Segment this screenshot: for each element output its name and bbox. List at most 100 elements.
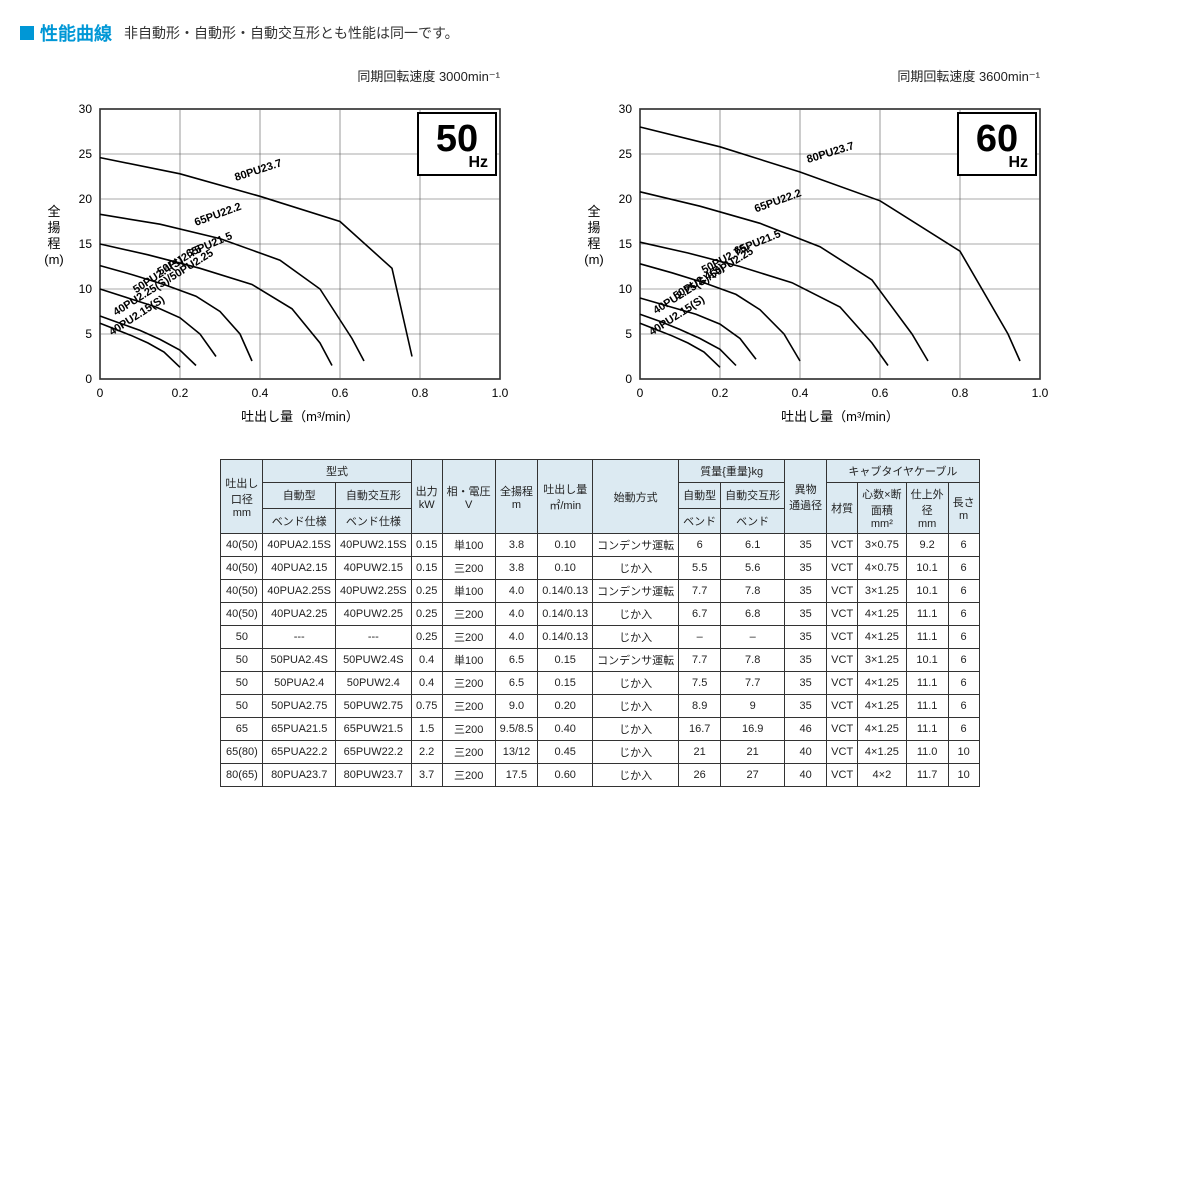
table-cell: 6 <box>679 534 721 557</box>
table-header-cell: ベンド仕様 <box>336 508 412 534</box>
table-cell: 単100 <box>442 580 495 603</box>
table-cell: 単100 <box>442 534 495 557</box>
table-cell: 65 <box>221 718 263 741</box>
table-cell: 4×1.25 <box>858 718 906 741</box>
table-cell: 0.15 <box>538 649 593 672</box>
table-cell: 三200 <box>442 557 495 580</box>
table-cell: コンデンサ運転 <box>593 649 679 672</box>
table-cell: 50 <box>221 626 263 649</box>
table-cell: VCT <box>827 580 858 603</box>
table-cell: 65PUA22.2 <box>263 741 336 764</box>
table-cell: 40(50) <box>221 557 263 580</box>
table-cell: じか入 <box>593 695 679 718</box>
svg-text:15: 15 <box>619 237 633 251</box>
svg-text:80PU23.7: 80PU23.7 <box>805 140 855 166</box>
table-cell: 0.4 <box>411 649 442 672</box>
svg-text:65PU22.2: 65PU22.2 <box>193 201 243 229</box>
table-cell: じか入 <box>593 626 679 649</box>
table-cell: 11.7 <box>906 764 948 787</box>
table-cell: 40PUW2.15 <box>336 557 412 580</box>
table-cell: 40PUW2.25 <box>336 603 412 626</box>
svg-text:5: 5 <box>85 327 92 341</box>
table-cell: 4.0 <box>495 626 538 649</box>
table-header-cell: 型式 <box>263 460 411 483</box>
chart-50hz-caption: 同期回転速度 3000min⁻¹ <box>357 66 500 85</box>
table-cell: 7.5 <box>679 672 721 695</box>
table-cell: VCT <box>827 718 858 741</box>
svg-text:Hz: Hz <box>468 154 488 171</box>
table-row: 40(50)40PUA2.1540PUW2.150.15三2003.80.10じ… <box>221 557 979 580</box>
svg-text:程: 程 <box>587 236 600 251</box>
table-header-cell: ベンド仕様 <box>263 508 336 534</box>
svg-text:0: 0 <box>97 386 104 400</box>
table-cell: 7.7 <box>679 649 721 672</box>
table-cell: 0.4 <box>411 672 442 695</box>
table-cell: 3.7 <box>411 764 442 787</box>
table-cell: コンデンサ運転 <box>593 534 679 557</box>
table-cell: 40PUA2.25S <box>263 580 336 603</box>
spec-table: 吐出し口径mm型式出力kW相・電圧V全揚程m吐出し量㎡/min始動方式質量{重量… <box>220 459 979 787</box>
svg-text:0.8: 0.8 <box>952 386 969 400</box>
table-cell: 0.75 <box>411 695 442 718</box>
svg-text:吐出し量（m³/min）: 吐出し量（m³/min） <box>781 409 899 424</box>
table-header-cell: 材質 <box>827 483 858 534</box>
table-cell: 0.25 <box>411 626 442 649</box>
table-cell: 50PUA2.75 <box>263 695 336 718</box>
svg-text:吐出し量（m³/min）: 吐出し量（m³/min） <box>241 409 359 424</box>
svg-text:0.6: 0.6 <box>872 386 889 400</box>
table-cell: 5.5 <box>679 557 721 580</box>
table-cell: 80PUA23.7 <box>263 764 336 787</box>
table-cell: 35 <box>785 672 827 695</box>
table-cell: 6.1 <box>721 534 785 557</box>
table-cell: 三200 <box>442 603 495 626</box>
table-header-cell: 自動型 <box>679 483 721 509</box>
table-cell: 3.8 <box>495 557 538 580</box>
table-cell: 7.7 <box>721 672 785 695</box>
table-cell: 3×1.25 <box>858 649 906 672</box>
table-cell: 11.1 <box>906 695 948 718</box>
table-cell: 4×1.25 <box>858 695 906 718</box>
table-cell: 0.25 <box>411 603 442 626</box>
table-cell: 50PUW2.75 <box>336 695 412 718</box>
svg-text:0.8: 0.8 <box>412 386 429 400</box>
table-cell: 11.1 <box>906 603 948 626</box>
svg-text:40PU2.25(S)/50PU2.25: 40PU2.25(S)/50PU2.25 <box>651 245 755 316</box>
table-cell: 50PUW2.4 <box>336 672 412 695</box>
table-cell: 6 <box>948 580 979 603</box>
table-cell: 40PUA2.15S <box>263 534 336 557</box>
svg-text:0: 0 <box>637 386 644 400</box>
table-cell: 16.7 <box>679 718 721 741</box>
svg-text:(m): (m) <box>44 252 64 267</box>
table-cell: 6.5 <box>495 672 538 695</box>
table-cell: 6 <box>948 557 979 580</box>
table-header-cell: 仕上外径mm <box>906 483 948 534</box>
table-cell: 35 <box>785 580 827 603</box>
table-cell: 50PUA2.4S <box>263 649 336 672</box>
table-cell: 35 <box>785 626 827 649</box>
table-cell: 80PUW23.7 <box>336 764 412 787</box>
table-cell: VCT <box>827 557 858 580</box>
svg-text:0.4: 0.4 <box>792 386 809 400</box>
table-cell: 5.6 <box>721 557 785 580</box>
table-cell: VCT <box>827 649 858 672</box>
title-marker-icon <box>20 26 34 40</box>
table-cell: じか入 <box>593 718 679 741</box>
table-cell: 21 <box>679 741 721 764</box>
table-cell: じか入 <box>593 741 679 764</box>
table-row: 6565PUA21.565PUW21.51.5三2009.5/8.50.40じか… <box>221 718 979 741</box>
table-header-cell: 自動交互形 <box>721 483 785 509</box>
table-cell: 三200 <box>442 626 495 649</box>
table-cell: 6 <box>948 649 979 672</box>
table-cell: 65PUA21.5 <box>263 718 336 741</box>
table-cell: 6 <box>948 718 979 741</box>
table-cell: 50 <box>221 695 263 718</box>
table-cell: 0.15 <box>411 557 442 580</box>
table-cell: 35 <box>785 534 827 557</box>
table-cell: 4×0.75 <box>858 557 906 580</box>
table-cell: VCT <box>827 626 858 649</box>
svg-text:40PU2.25(S)/50PU2.25: 40PU2.25(S)/50PU2.25 <box>111 247 215 318</box>
table-cell: 40PUA2.15 <box>263 557 336 580</box>
svg-text:全: 全 <box>587 204 600 219</box>
table-cell: 10.1 <box>906 557 948 580</box>
table-cell: じか入 <box>593 764 679 787</box>
